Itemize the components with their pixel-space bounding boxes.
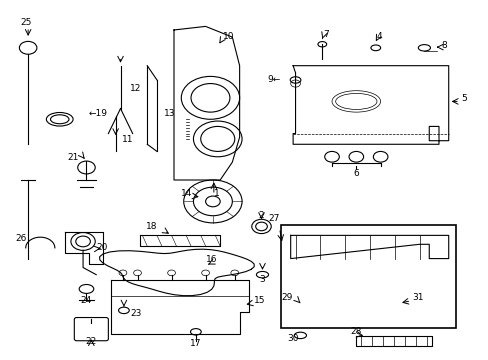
- Text: 7: 7: [323, 30, 328, 39]
- Text: 13: 13: [164, 109, 175, 118]
- Text: 25: 25: [20, 18, 31, 27]
- Text: 23: 23: [130, 309, 142, 318]
- Text: 2: 2: [258, 211, 264, 220]
- Text: 10: 10: [222, 32, 234, 41]
- Text: 26: 26: [15, 234, 26, 243]
- Text: 6: 6: [353, 170, 359, 179]
- Bar: [281, 225, 455, 328]
- Text: 14: 14: [181, 189, 192, 198]
- Text: 4: 4: [376, 32, 382, 41]
- Text: 31: 31: [411, 293, 423, 302]
- Text: 3: 3: [259, 275, 265, 284]
- Text: 24: 24: [81, 296, 92, 305]
- Text: 28: 28: [350, 327, 361, 336]
- Text: 11: 11: [122, 135, 133, 144]
- Text: 1: 1: [213, 189, 219, 198]
- Text: 12: 12: [130, 84, 142, 93]
- Text: 9←: 9←: [267, 75, 281, 84]
- Text: 17: 17: [190, 339, 201, 348]
- Text: 15: 15: [254, 296, 265, 305]
- Text: 18: 18: [146, 222, 158, 231]
- Polygon shape: [290, 235, 448, 258]
- Text: 5: 5: [460, 94, 466, 103]
- Text: 30: 30: [287, 334, 298, 343]
- Text: ←19: ←19: [89, 109, 108, 118]
- Text: 29: 29: [281, 293, 292, 302]
- Text: 8: 8: [441, 41, 446, 50]
- Text: 27: 27: [268, 214, 280, 223]
- Text: 20: 20: [96, 243, 107, 252]
- Text: 22: 22: [85, 337, 97, 346]
- Ellipse shape: [301, 300, 313, 306]
- Text: 21: 21: [68, 153, 79, 162]
- Text: 16: 16: [205, 255, 217, 264]
